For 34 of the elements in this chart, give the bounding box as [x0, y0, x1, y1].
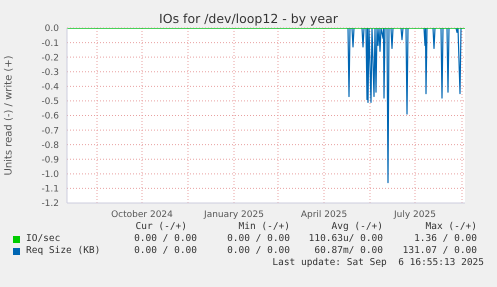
text: Avg (-/+) [332, 221, 383, 233]
text: 0.00 / 0.00 [134, 245, 197, 257]
text: Min (-/+) [238, 221, 290, 233]
text: 60.87m/ 0.00 [314, 245, 383, 257]
x-tick-label: April 2025 [300, 210, 348, 220]
text: Cur (-/+) [136, 221, 187, 233]
text: Max (-/+) [426, 221, 477, 233]
legend-label: Req Size (KB) [26, 245, 100, 257]
x-tick-label: October 2024 [111, 210, 174, 220]
chart-title: IOs for /dev/loop12 - by year [158, 11, 339, 26]
y-tick-label: -0.5 [41, 97, 59, 108]
y-tick-label: -1.0 [41, 170, 60, 180]
text: Last update: Sat Sep 6 16:55:13 2025 [272, 257, 484, 269]
y-tick-label: 0.0 [44, 24, 60, 34]
text: 131.07 / 0.00 [402, 245, 477, 257]
y-tick-label: -1.2 [41, 199, 59, 210]
text: 0.00 / 0.00 [227, 245, 290, 257]
y-tick-label: -0.2 [41, 53, 59, 64]
y-tick-label: -0.8 [41, 140, 60, 151]
y-tick-label: -0.9 [41, 155, 60, 166]
text: 1.36 / 0.00 [414, 233, 477, 245]
y-tick-label: -0.3 [41, 68, 59, 78]
y-tick-label: -0.7 [41, 126, 59, 136]
y-tick-label: -0.1 [41, 38, 59, 49]
x-tick-label: July 2025 [393, 210, 436, 220]
y-axis-title: Units read (-) / write (+) [4, 55, 15, 176]
x-tick-label: January 2025 [203, 210, 264, 220]
legend-label: IO/sec [26, 233, 60, 245]
text: 110.63u/ 0.00 [308, 233, 383, 245]
text: 0.00 / 0.00 [134, 233, 197, 245]
y-tick-label: -0.6 [41, 112, 60, 122]
text: 0.00 / 0.00 [227, 233, 290, 245]
y-tick-label: -0.4 [41, 82, 60, 93]
y-tick-label: -1.1 [41, 184, 59, 195]
